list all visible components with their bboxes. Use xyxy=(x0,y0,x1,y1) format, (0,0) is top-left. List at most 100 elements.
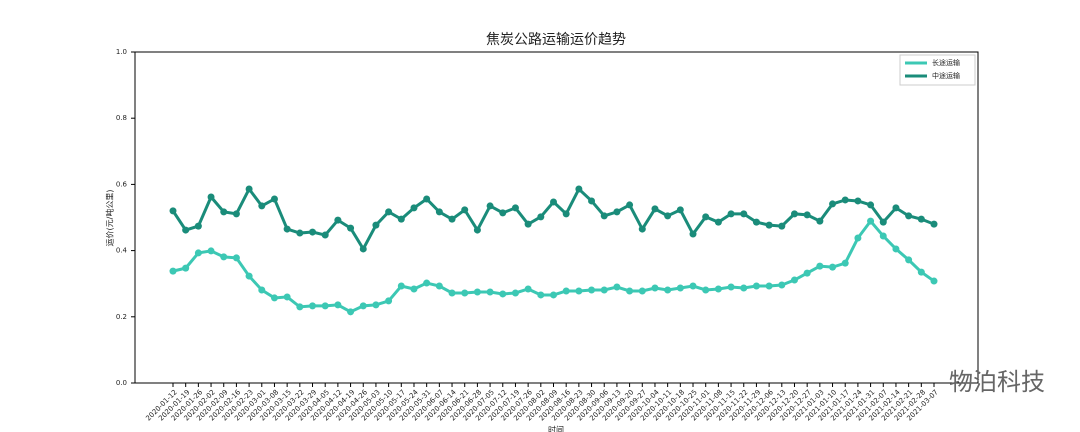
legend-label: 长途运输 xyxy=(932,58,960,67)
point xyxy=(778,281,786,289)
point xyxy=(207,247,215,255)
point xyxy=(448,289,456,297)
point xyxy=(372,301,380,309)
point xyxy=(714,285,722,293)
point xyxy=(702,286,710,294)
point xyxy=(473,288,481,296)
point xyxy=(879,218,887,226)
point xyxy=(676,284,684,292)
point xyxy=(562,210,570,218)
point xyxy=(917,268,925,276)
y-tick-label: 0.2 xyxy=(116,313,127,321)
point xyxy=(182,264,190,272)
point xyxy=(829,200,837,208)
point xyxy=(194,249,202,257)
point xyxy=(334,301,342,309)
y-axis-label: 运价(元/吨公里) xyxy=(105,190,115,247)
point xyxy=(511,289,519,297)
point xyxy=(613,283,621,291)
point xyxy=(917,215,925,223)
point xyxy=(790,276,798,284)
point xyxy=(727,210,735,218)
point xyxy=(664,286,672,294)
point xyxy=(232,210,240,218)
point xyxy=(486,202,494,210)
watermark: 物泊科技 xyxy=(949,368,1045,396)
point xyxy=(638,225,646,233)
point xyxy=(359,245,367,253)
point xyxy=(676,206,684,214)
point xyxy=(245,272,253,280)
legend-label: 中途运输 xyxy=(932,71,960,80)
point xyxy=(765,282,773,290)
point xyxy=(397,282,405,290)
point xyxy=(385,297,393,305)
point xyxy=(854,234,862,242)
point xyxy=(879,232,887,240)
y-tick-label: 0.8 xyxy=(116,114,127,122)
point xyxy=(841,259,849,267)
point xyxy=(309,228,317,236)
point xyxy=(194,222,202,230)
point xyxy=(334,216,342,224)
point xyxy=(448,215,456,223)
point xyxy=(930,277,938,285)
point xyxy=(740,284,748,292)
legend-box xyxy=(899,54,976,86)
point xyxy=(626,287,634,295)
point xyxy=(550,291,557,299)
point xyxy=(930,220,938,228)
point xyxy=(423,279,431,287)
point xyxy=(575,287,583,295)
point xyxy=(461,206,469,214)
point xyxy=(714,218,722,226)
point xyxy=(524,285,532,293)
point xyxy=(905,256,913,264)
point xyxy=(588,286,596,294)
point xyxy=(626,201,634,209)
point xyxy=(473,226,481,234)
point xyxy=(245,185,253,193)
point xyxy=(816,217,824,225)
point xyxy=(524,220,532,228)
point xyxy=(740,210,748,218)
point xyxy=(359,302,367,310)
point xyxy=(296,303,304,311)
point xyxy=(790,210,798,218)
point xyxy=(575,185,583,193)
point xyxy=(588,197,596,205)
point xyxy=(854,197,862,205)
point xyxy=(410,285,418,293)
y-tick-label: 1.0 xyxy=(116,48,127,56)
y-tick-label: 0.0 xyxy=(116,379,127,387)
point xyxy=(892,245,900,253)
point xyxy=(600,286,608,294)
point xyxy=(220,253,228,261)
point xyxy=(309,302,317,310)
point xyxy=(169,207,177,215)
point xyxy=(537,213,545,221)
point xyxy=(207,193,215,201)
point xyxy=(765,221,773,229)
point xyxy=(867,217,875,225)
y-tick-label: 0.4 xyxy=(116,247,128,255)
point xyxy=(435,282,443,290)
point xyxy=(270,294,278,302)
point xyxy=(727,283,735,291)
point xyxy=(803,269,811,277)
point xyxy=(550,198,557,206)
y-tick-label: 0.6 xyxy=(116,180,128,188)
x-axis-label: 时间 xyxy=(548,425,564,432)
point xyxy=(423,195,431,203)
point xyxy=(321,302,329,310)
point xyxy=(347,308,355,316)
point xyxy=(258,202,266,210)
point xyxy=(486,288,494,296)
point xyxy=(385,208,393,216)
point xyxy=(397,215,405,223)
point xyxy=(511,204,519,212)
point xyxy=(347,224,355,232)
point xyxy=(410,204,418,212)
point xyxy=(283,225,291,233)
